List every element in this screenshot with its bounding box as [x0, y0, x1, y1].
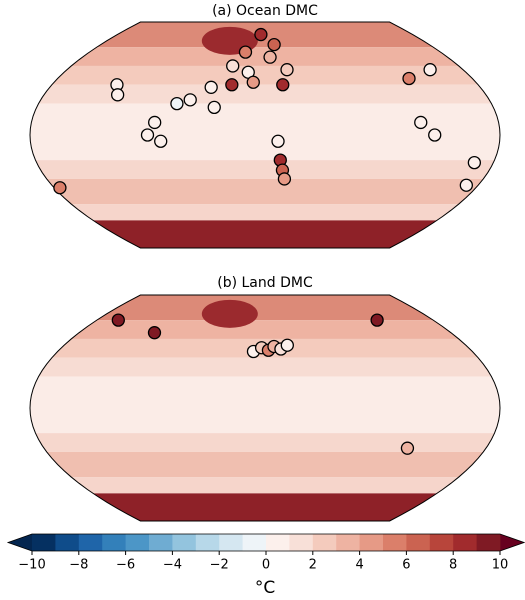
colorbar-swatch	[242, 534, 267, 551]
proxy-site	[140, 128, 155, 142]
field-band	[30, 433, 500, 452]
colorbar-tick-label: 0	[262, 558, 270, 573]
proxy-site	[277, 172, 292, 186]
colorbar-swatch	[453, 534, 477, 551]
proxy-site	[267, 37, 281, 52]
map-title: (b) Land DMC	[217, 275, 313, 291]
proxy-site	[147, 326, 162, 340]
proxy-site	[428, 128, 442, 142]
colorbar-swatch	[359, 534, 384, 551]
map-outline	[29, 21, 501, 249]
field-band	[30, 65, 500, 85]
colorbar-swatch	[78, 534, 103, 551]
field-band	[30, 357, 500, 377]
map-field	[30, 22, 500, 248]
colorbar-swatch	[219, 534, 243, 551]
field-band	[30, 477, 500, 494]
proxy-site	[280, 338, 294, 352]
proxy-site	[271, 134, 285, 148]
proxy-site	[225, 78, 239, 92]
proxy-site	[276, 78, 290, 92]
colorbar-swatch	[195, 534, 220, 551]
field-band	[30, 103, 500, 161]
proxy-site	[414, 115, 428, 130]
map-outline	[29, 294, 501, 522]
colorbar-tick-label: −10	[18, 558, 45, 573]
proxy-site	[183, 93, 197, 107]
proxy-site	[423, 63, 437, 77]
colorbar-tick-label: −4	[163, 558, 182, 573]
colorbar-tick-label: 4	[355, 558, 363, 573]
proxy-site	[110, 88, 125, 102]
field-band	[30, 204, 500, 221]
proxy-site	[400, 441, 415, 455]
colorbar-tick-label: 10	[492, 558, 509, 573]
field-band	[30, 84, 500, 104]
field-band	[30, 493, 500, 521]
proxy-site	[238, 45, 253, 59]
colorbar-swatch	[336, 534, 360, 551]
field-band	[30, 160, 500, 179]
field-band	[30, 451, 500, 478]
proxy-site	[246, 75, 260, 89]
colorbar-swatch	[55, 534, 80, 551]
proxy-site	[207, 100, 221, 115]
colorbar-tick-label: 2	[309, 558, 317, 573]
proxy-site	[226, 59, 240, 73]
proxy-site	[204, 80, 218, 94]
proxy-site	[170, 96, 184, 111]
proxy-site	[263, 50, 277, 64]
map-field	[30, 295, 500, 521]
colorbar-swatch	[32, 534, 56, 551]
field-band	[30, 220, 500, 248]
proxy-site	[53, 181, 67, 195]
colorbar-swatch	[406, 534, 431, 551]
colorbar-swatch	[289, 534, 314, 551]
greenland	[201, 299, 258, 328]
colorbar-label: °C	[255, 578, 275, 598]
proxy-site	[254, 27, 268, 42]
proxy-site	[154, 134, 168, 148]
colorbar-swatch	[102, 534, 126, 551]
colorbar-swatch	[266, 534, 290, 551]
proxy-site	[459, 178, 473, 192]
colorbar-tick-label: −8	[69, 558, 88, 573]
colorbar-swatch	[429, 534, 454, 551]
field-band	[30, 295, 500, 321]
proxy-site	[280, 63, 294, 77]
colorbar-tick-label: −6	[116, 558, 135, 573]
colorbar-swatch	[149, 534, 173, 551]
proxy-site	[148, 115, 162, 130]
colorbar-tick-label: 6	[402, 558, 410, 573]
colorbar-extend-low	[8, 534, 32, 551]
proxy-site	[111, 313, 125, 327]
colorbar-swatch	[125, 534, 150, 551]
colorbar-swatch	[312, 534, 337, 551]
field-band	[30, 320, 500, 339]
colorbar-swatch	[383, 534, 407, 551]
colorbar-swatch	[476, 534, 501, 551]
colorbar-tick-label: −2	[210, 558, 229, 573]
map-title: (a) Ocean DMC	[212, 3, 318, 19]
field-band	[30, 178, 500, 205]
proxy-site	[467, 155, 482, 170]
colorbar-swatch	[172, 534, 197, 551]
colorbar-tick-label: 8	[449, 558, 457, 573]
proxy-site	[370, 313, 384, 327]
proxy-site	[402, 71, 416, 86]
colorbar-extend-high	[500, 534, 524, 551]
field-band	[30, 376, 500, 434]
